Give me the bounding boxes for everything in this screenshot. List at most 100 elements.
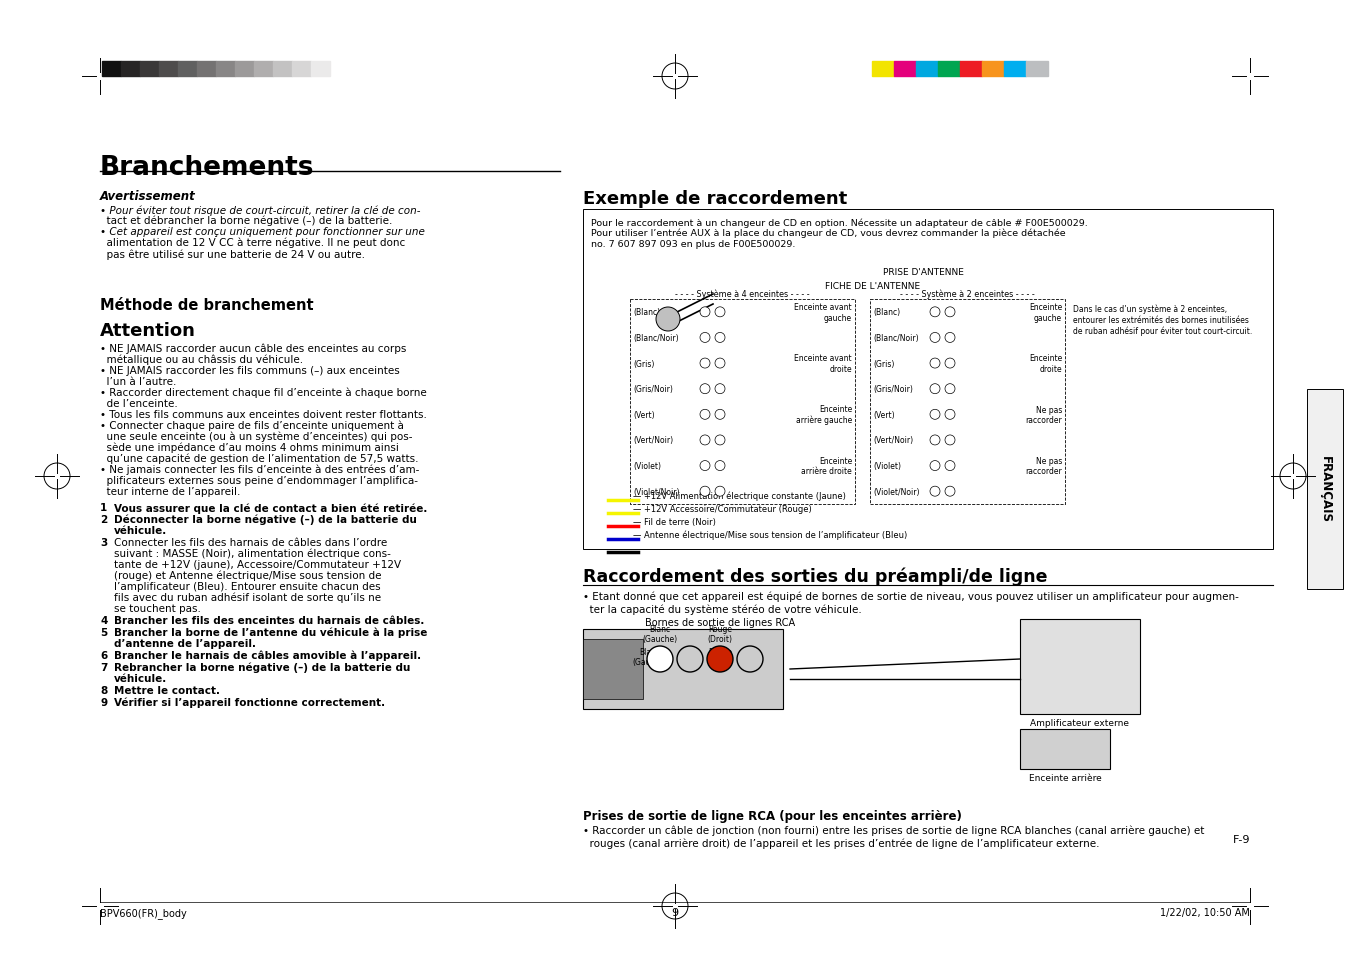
Circle shape bbox=[929, 334, 940, 343]
Text: une seule enceinte (ou à un système d’enceintes) qui pos-: une seule enceinte (ou à un système d’en… bbox=[100, 432, 412, 442]
Text: métallique ou au châssis du véhicule.: métallique ou au châssis du véhicule. bbox=[100, 355, 303, 365]
Text: (Violet/Noir): (Violet/Noir) bbox=[873, 487, 920, 497]
Circle shape bbox=[647, 646, 673, 672]
Circle shape bbox=[715, 410, 725, 420]
Circle shape bbox=[700, 461, 711, 471]
Text: Rouge
(Droit): Rouge (Droit) bbox=[708, 647, 732, 667]
Text: d’antenne de l’appareil.: d’antenne de l’appareil. bbox=[113, 639, 255, 648]
Text: 8: 8 bbox=[100, 685, 107, 696]
Bar bbox=[871, 62, 894, 77]
Circle shape bbox=[715, 461, 725, 471]
Text: 9: 9 bbox=[671, 907, 678, 917]
Circle shape bbox=[944, 436, 955, 445]
Text: Pour le raccordement à un changeur de CD en option. Nécessite un adaptateur de c: Pour le raccordement à un changeur de CD… bbox=[590, 218, 1088, 249]
Text: véhicule.: véhicule. bbox=[113, 525, 168, 536]
Bar bbox=[101, 62, 122, 77]
Text: Bornes de sortie de lignes RCA: Bornes de sortie de lignes RCA bbox=[644, 618, 794, 627]
Bar bbox=[1306, 390, 1343, 589]
Text: BPV660(FR)_body: BPV660(FR)_body bbox=[100, 907, 186, 918]
Text: se touchent pas.: se touchent pas. bbox=[113, 603, 201, 614]
Text: PRISE D'ANTENNE: PRISE D'ANTENNE bbox=[882, 268, 963, 276]
Circle shape bbox=[929, 461, 940, 471]
Text: Enceinte
droite: Enceinte droite bbox=[1028, 354, 1062, 374]
Text: 4: 4 bbox=[100, 616, 107, 625]
Text: fils avec du ruban adhésif isolant de sorte qu’ils ne: fils avec du ruban adhésif isolant de so… bbox=[113, 593, 381, 603]
Circle shape bbox=[715, 384, 725, 395]
Text: • Ne jamais connecter les fils d’enceinte à des entrées d’am-: • Ne jamais connecter les fils d’enceint… bbox=[100, 464, 419, 475]
Bar bbox=[1020, 729, 1111, 769]
Text: Avertissement: Avertissement bbox=[100, 190, 196, 203]
Text: Raccordement des sorties du préampli/de ligne: Raccordement des sorties du préampli/de … bbox=[584, 567, 1047, 586]
Text: • Etant donné que cet appareil est équipé de bornes de sortie de niveau, vous po: • Etant donné que cet appareil est équip… bbox=[584, 592, 1239, 614]
Text: Enceinte
arrière droite: Enceinte arrière droite bbox=[801, 456, 852, 476]
Text: tante de +12V (jaune), Accessoire/Commutateur +12V: tante de +12V (jaune), Accessoire/Commut… bbox=[113, 559, 401, 569]
Text: (Gris): (Gris) bbox=[873, 359, 894, 368]
Circle shape bbox=[715, 436, 725, 445]
Text: teur interne de l’appareil.: teur interne de l’appareil. bbox=[100, 486, 240, 497]
Circle shape bbox=[944, 461, 955, 471]
Text: 2: 2 bbox=[100, 515, 107, 524]
Text: Brancher la borne de l’antenne du véhicule à la prise: Brancher la borne de l’antenne du véhicu… bbox=[113, 627, 427, 638]
Text: (Blanc/Noir): (Blanc/Noir) bbox=[873, 334, 919, 342]
Text: — +12V Accessoire/Commutateur (Rouge): — +12V Accessoire/Commutateur (Rouge) bbox=[634, 504, 812, 514]
Text: (Violet): (Violet) bbox=[634, 461, 661, 471]
Text: Mettre le contact.: Mettre le contact. bbox=[113, 685, 220, 696]
Text: Attention: Attention bbox=[100, 322, 196, 339]
Circle shape bbox=[929, 308, 940, 317]
Circle shape bbox=[738, 646, 763, 672]
Text: • Pour éviter tout risque de court-circuit, retirer la clé de con-: • Pour éviter tout risque de court-circu… bbox=[100, 205, 420, 215]
Circle shape bbox=[929, 410, 940, 420]
Text: Enceinte
arrière gauche: Enceinte arrière gauche bbox=[796, 405, 852, 425]
Text: 3: 3 bbox=[100, 537, 107, 547]
Circle shape bbox=[929, 384, 940, 395]
Circle shape bbox=[700, 436, 711, 445]
Circle shape bbox=[929, 436, 940, 445]
Text: • Raccorder directement chaque fil d’enceinte à chaque borne: • Raccorder directement chaque fil d’enc… bbox=[100, 388, 427, 398]
Circle shape bbox=[944, 384, 955, 395]
Text: (Gris/Noir): (Gris/Noir) bbox=[634, 385, 673, 394]
Text: Brancher le harnais de câbles amovible à l’appareil.: Brancher le harnais de câbles amovible à… bbox=[113, 650, 422, 660]
Text: sède une impédance d’au moins 4 ohms minimum ainsi: sède une impédance d’au moins 4 ohms min… bbox=[100, 442, 399, 453]
Text: Méthode de branchement: Méthode de branchement bbox=[100, 297, 313, 313]
Circle shape bbox=[700, 358, 711, 369]
Text: (Violet/Noir): (Violet/Noir) bbox=[634, 487, 680, 497]
Bar bbox=[982, 62, 1004, 77]
Text: Blanc
(Gauche): Blanc (Gauche) bbox=[643, 624, 678, 643]
Text: Dans le cas d’un système à 2 enceintes,
entourer les extrémités des bornes inuti: Dans le cas d’un système à 2 enceintes, … bbox=[1073, 305, 1252, 335]
Text: Enceinte
gauche: Enceinte gauche bbox=[1028, 303, 1062, 322]
Bar bbox=[894, 62, 916, 77]
Text: véhicule.: véhicule. bbox=[113, 673, 168, 683]
Text: — Fil de terre (Noir): — Fil de terre (Noir) bbox=[634, 517, 716, 526]
Circle shape bbox=[715, 487, 725, 497]
Text: Prises de sortie de ligne RCA (pour les enceintes arrière): Prises de sortie de ligne RCA (pour les … bbox=[584, 809, 962, 822]
Text: Ne pas
raccorder: Ne pas raccorder bbox=[1025, 405, 1062, 425]
Text: - - - - Système à 2 enceintes - - - -: - - - - Système à 2 enceintes - - - - bbox=[900, 289, 1035, 298]
Text: (Blanc/Noir): (Blanc/Noir) bbox=[634, 334, 678, 342]
Circle shape bbox=[944, 308, 955, 317]
Text: tact et débrancher la borne négative (–) de la batterie.: tact et débrancher la borne négative (–)… bbox=[100, 215, 392, 226]
Text: • Raccorder un câble de jonction (non fourni) entre les prises de sortie de lign: • Raccorder un câble de jonction (non fo… bbox=[584, 825, 1204, 848]
Text: suivant : MASSE (Noir), alimentation électrique cons-: suivant : MASSE (Noir), alimentation éle… bbox=[113, 548, 390, 558]
Bar bbox=[178, 62, 197, 77]
Bar bbox=[122, 62, 141, 77]
Circle shape bbox=[700, 384, 711, 395]
Bar bbox=[254, 62, 273, 77]
Text: de l’enceinte.: de l’enceinte. bbox=[100, 398, 178, 409]
Bar bbox=[235, 62, 254, 77]
Text: Enceinte arrière: Enceinte arrière bbox=[1028, 773, 1101, 782]
Circle shape bbox=[700, 334, 711, 343]
Bar bbox=[1004, 62, 1025, 77]
Text: Brancher les fils des enceintes du harnais de câbles.: Brancher les fils des enceintes du harna… bbox=[113, 616, 424, 625]
Text: (Violet): (Violet) bbox=[873, 461, 901, 471]
Circle shape bbox=[929, 358, 940, 369]
Text: plificateurs externes sous peine d’endommager l’amplifica-: plificateurs externes sous peine d’endom… bbox=[100, 476, 417, 485]
Circle shape bbox=[707, 646, 734, 672]
Text: F-9: F-9 bbox=[1232, 834, 1250, 844]
Circle shape bbox=[715, 358, 725, 369]
Text: • Connecter chaque paire de fils d’enceinte uniquement à: • Connecter chaque paire de fils d’encei… bbox=[100, 420, 404, 431]
Text: Rebrancher la borne négative (–) de la batterie du: Rebrancher la borne négative (–) de la b… bbox=[113, 662, 411, 673]
Text: (Vert/Noir): (Vert/Noir) bbox=[873, 436, 913, 445]
Bar bbox=[584, 639, 643, 700]
Text: 9: 9 bbox=[100, 698, 107, 707]
Text: alimentation de 12 V CC à terre négative. Il ne peut donc: alimentation de 12 V CC à terre négative… bbox=[100, 237, 405, 248]
